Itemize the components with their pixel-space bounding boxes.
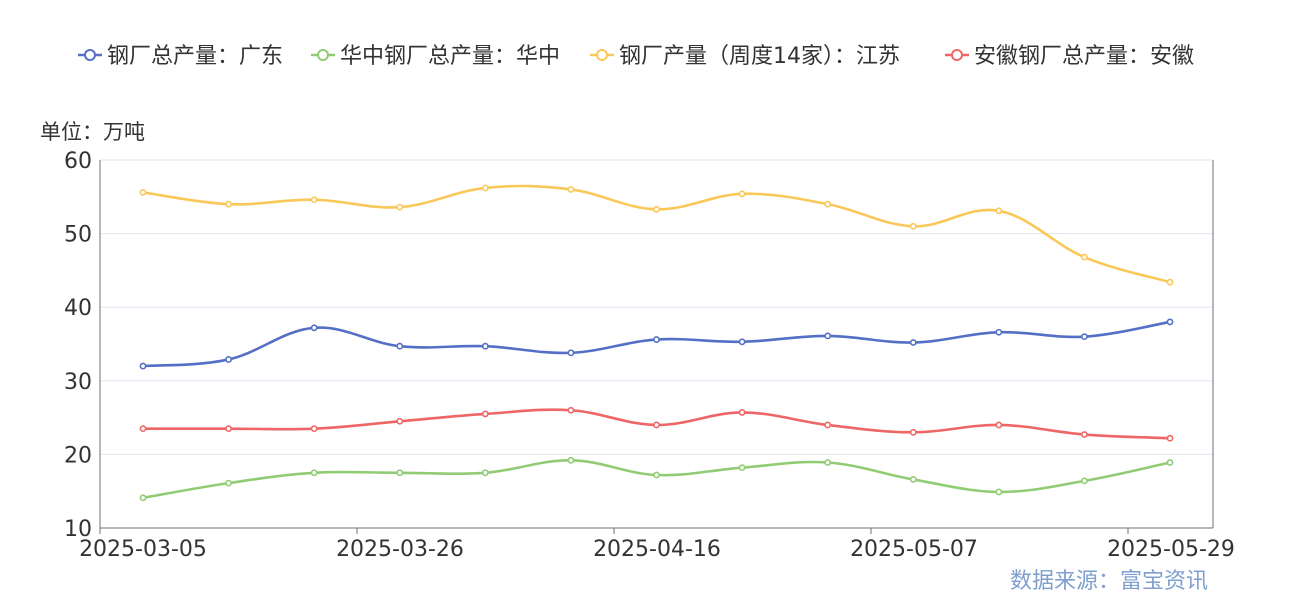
data-point — [139, 425, 147, 433]
data-point — [1081, 477, 1088, 485]
legend-item-1[interactable]: 华中钢厂总产量：华中 — [311, 44, 560, 69]
y-tick-label: 30 — [64, 370, 92, 395]
data-point — [567, 456, 575, 464]
data-point — [481, 469, 489, 477]
data-point — [1166, 459, 1174, 466]
data-point — [1081, 333, 1088, 341]
x-tick-label: 2025-03-05 — [79, 537, 207, 562]
data-point — [824, 200, 832, 208]
x-tick-label: 2025-05-29 — [1107, 537, 1235, 562]
data-point — [310, 196, 318, 204]
data-point — [738, 190, 746, 198]
series-2 — [139, 184, 1174, 286]
data-point — [995, 421, 1003, 429]
data-point — [139, 188, 147, 196]
data-point — [824, 332, 832, 340]
series-line-1 — [142, 458, 1171, 500]
legend-label: 钢厂总产量：广东 — [107, 44, 283, 69]
data-point — [1166, 278, 1174, 286]
data-point — [653, 421, 660, 429]
data-point — [653, 471, 660, 479]
data-point — [995, 207, 1003, 215]
legend-marker-icon — [951, 49, 963, 61]
series-1 — [139, 456, 1174, 502]
y-tick-label: 40 — [64, 296, 92, 321]
legend-item-3[interactable]: 安徽钢厂总产量：安徽 — [945, 44, 1194, 69]
series-line-0 — [142, 320, 1171, 368]
data-point — [396, 417, 404, 425]
y-tick-label: 60 — [64, 149, 92, 174]
x-tick-label: 2025-04-16 — [593, 537, 721, 562]
data-point — [738, 409, 746, 416]
data-point — [481, 184, 489, 192]
y-tick-label: 50 — [64, 223, 92, 248]
data-point — [824, 459, 832, 466]
grid-lines — [100, 159, 1213, 455]
data-point — [225, 479, 232, 487]
legend-label: 华中钢厂总产量：华中 — [340, 44, 560, 69]
data-point — [909, 222, 917, 230]
data-point — [1081, 253, 1088, 261]
data-point — [396, 469, 404, 477]
data-point — [1081, 431, 1088, 438]
data-point — [481, 410, 489, 418]
legend-marker-icon — [596, 49, 608, 61]
unit-label: 单位：万吨 — [40, 120, 145, 144]
series-layer — [139, 184, 1174, 502]
data-point — [567, 186, 575, 193]
series-3 — [139, 406, 1174, 442]
axes: 10 20 30 40 50 60 2025-03-05 2025-03-26 2025-04-… — [64, 149, 1235, 562]
data-point — [225, 356, 232, 363]
data-point — [225, 425, 232, 433]
data-point — [995, 328, 1003, 336]
data-point — [481, 342, 489, 350]
data-point — [139, 362, 147, 370]
legend-label: 钢厂产量（周度14家）：江苏 — [619, 44, 900, 69]
legend-item-0[interactable]: 钢厂总产量：广东 — [78, 44, 283, 69]
data-point — [225, 200, 232, 208]
legend: 钢厂总产量：广东 华中钢厂总产量：华中 钢厂产量（周度14家）：江苏 安徽钢厂总产量：… — [78, 44, 1194, 69]
data-point — [396, 203, 404, 211]
data-point — [995, 488, 1003, 496]
data-point — [310, 469, 318, 477]
data-point — [310, 425, 318, 433]
legend-item-2[interactable]: 钢厂产量（周度14家）：江苏 — [590, 44, 900, 69]
data-point — [396, 342, 404, 350]
y-tick-label: 10 — [64, 517, 92, 542]
data-point — [1166, 434, 1174, 442]
source-label: 数据来源：富宝资讯 — [1010, 569, 1208, 594]
data-point — [909, 476, 917, 483]
x-tick-label: 2025-05-07 — [850, 537, 978, 562]
data-point — [824, 421, 832, 429]
x-tick-label: 2025-03-26 — [336, 537, 464, 562]
data-point — [653, 205, 660, 213]
data-point — [909, 428, 917, 436]
data-point — [567, 406, 575, 414]
legend-marker-icon — [317, 49, 329, 61]
data-point — [738, 464, 746, 472]
data-point — [139, 494, 147, 502]
data-point — [909, 339, 917, 346]
series-0 — [139, 318, 1174, 370]
data-point — [567, 349, 575, 357]
legend-label: 安徽钢厂总产量：安徽 — [974, 44, 1194, 69]
y-tick-label: 20 — [64, 443, 92, 468]
data-point — [310, 324, 318, 332]
data-point — [738, 338, 746, 346]
data-point — [653, 336, 660, 343]
legend-marker-icon — [84, 49, 96, 61]
data-point — [1166, 318, 1174, 326]
